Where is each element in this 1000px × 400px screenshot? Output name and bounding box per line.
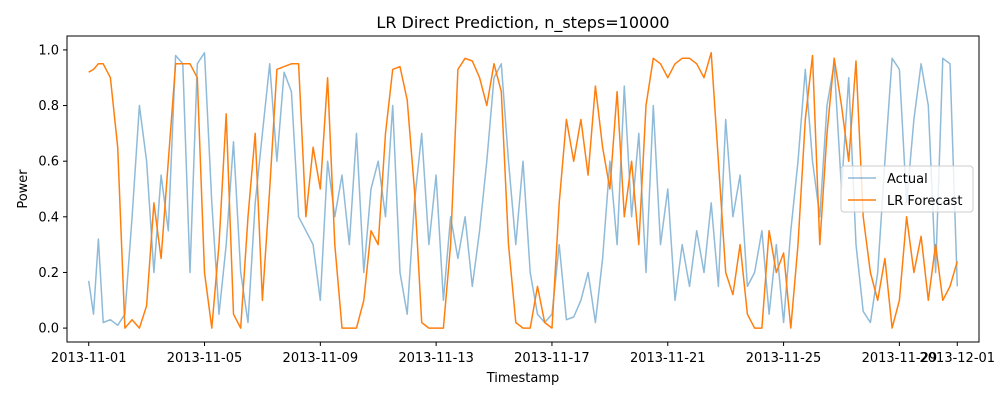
y-axis-label: Power [16,169,31,209]
x-tick-label: 2013-11-17 [514,351,590,366]
x-tick-label: 2013-11-05 [167,351,243,366]
series-line-actual [87,51,959,327]
x-tick-label: 2013-11-29 [862,351,938,366]
chart-title: LR Direct Prediction, n_steps=10000 [376,13,669,33]
x-tick-label: 2013-11-01 [51,351,127,366]
x-tick-label: 2013-11-25 [746,351,822,366]
x-tick-label: 2013-12-01 [920,351,996,366]
y-tick-label: 0.2 [38,266,59,281]
legend: Actual LR Forecast [840,165,974,213]
legend-label-actual: Actual [887,172,928,187]
x-tick-label: 2013-11-13 [398,351,474,366]
x-tick-label: 2013-11-21 [630,351,706,366]
series-layer [87,51,959,329]
y-tick-label: 0.8 [38,99,59,114]
y-tick-label: 0.0 [38,322,59,337]
x-axis-label: Timestamp [486,371,560,386]
x-axis: 2013-11-01 2013-11-05 2013-11-09 2013-11-13… [51,342,995,366]
y-tick-label: 0.6 [38,155,59,170]
y-tick-label: 1.0 [38,43,59,58]
legend-label-lr-forecast: LR Forecast [887,194,962,209]
series-line-lr-forecast [88,51,959,329]
plot-frame [66,35,980,343]
x-tick-label: 2013-11-09 [283,351,359,366]
y-tick-label: 0.4 [38,210,59,225]
y-axis: 0.0 0.2 0.4 0.6 0.8 1.0 [38,43,67,337]
